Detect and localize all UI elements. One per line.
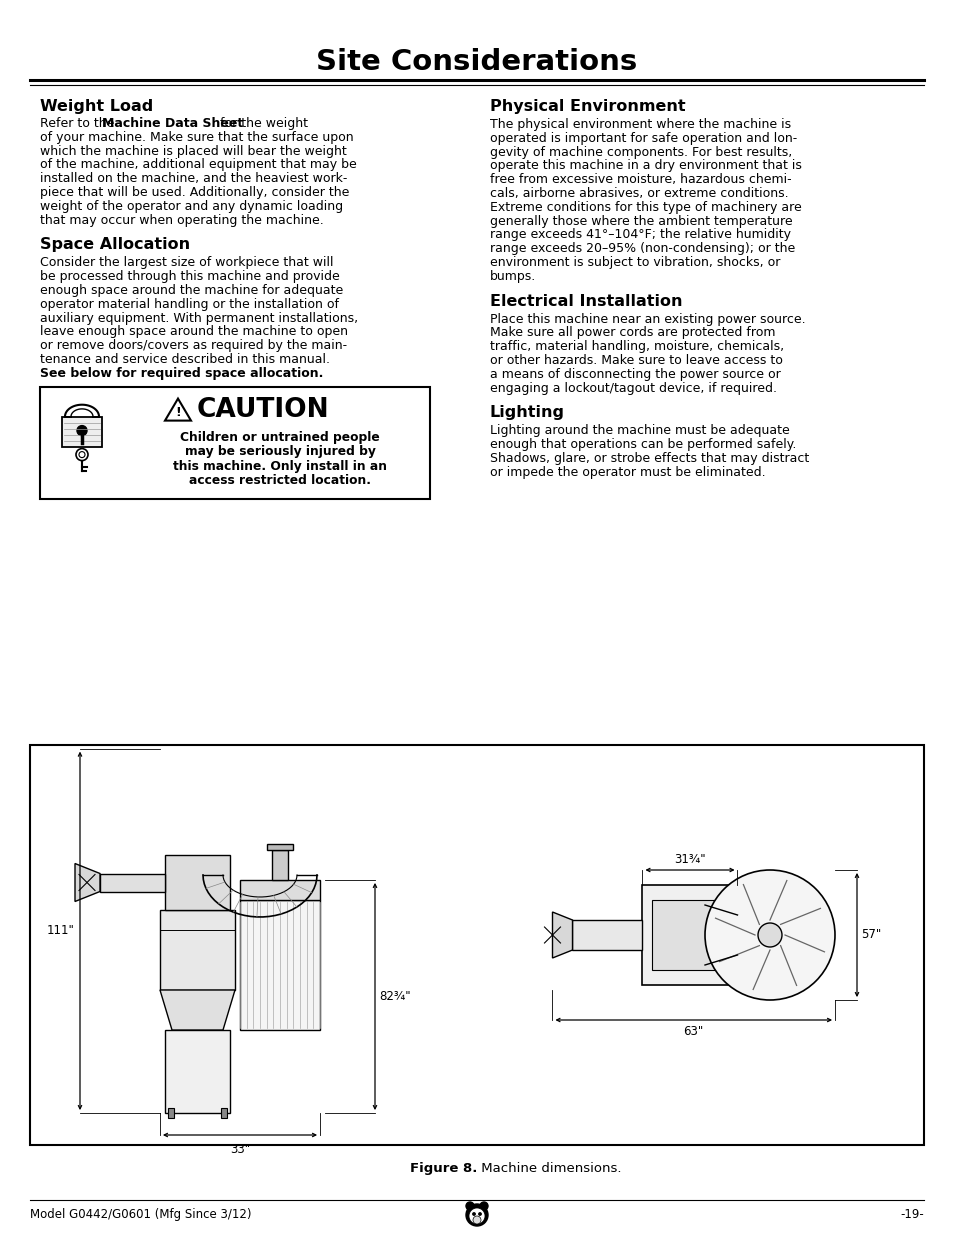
Text: for the weight: for the weight — [215, 117, 308, 130]
Text: installed on the machine, and the heaviest work-: installed on the machine, and the heavie… — [40, 172, 347, 185]
Circle shape — [479, 1202, 488, 1210]
Bar — [40, 387, 430, 499]
Circle shape — [79, 452, 85, 458]
Bar — [165, 855, 230, 910]
Text: Weight Load: Weight Load — [40, 99, 153, 114]
Text: 63": 63" — [683, 1025, 703, 1037]
Text: weight of the operator and any dynamic loading: weight of the operator and any dynamic l… — [40, 200, 343, 212]
Text: Refer to the: Refer to the — [40, 117, 118, 130]
Circle shape — [473, 1213, 475, 1215]
Text: Shadows, glare, or strobe effects that may distract: Shadows, glare, or strobe effects that m… — [490, 452, 808, 466]
Text: The physical environment where the machine is: The physical environment where the machi… — [490, 119, 790, 131]
Text: operate this machine in a dry environment that is: operate this machine in a dry environmen… — [490, 159, 801, 173]
Text: tenance and service described in this manual.: tenance and service described in this ma… — [40, 353, 330, 366]
Text: a means of disconnecting the power source or: a means of disconnecting the power sourc… — [490, 368, 780, 380]
Text: environment is subject to vibration, shocks, or: environment is subject to vibration, sho… — [490, 256, 780, 269]
Bar — [267, 844, 293, 850]
Text: range exceeds 20–95% (non-condensing); or the: range exceeds 20–95% (non-condensing); o… — [490, 242, 795, 256]
Text: free from excessive moisture, hazardous chemi-: free from excessive moisture, hazardous … — [490, 173, 791, 186]
Text: Figure 8.: Figure 8. — [409, 1162, 476, 1174]
Text: or other hazards. Make sure to leave access to: or other hazards. Make sure to leave acc… — [490, 354, 782, 367]
Text: Place this machine near an existing power source.: Place this machine near an existing powe… — [490, 312, 804, 326]
Text: enough that operations can be performed safely.: enough that operations can be performed … — [490, 438, 796, 451]
Text: of the machine, additional equipment that may be: of the machine, additional equipment tha… — [40, 158, 356, 172]
Text: Machine Data Sheet: Machine Data Sheet — [102, 117, 243, 130]
Bar — [240, 881, 319, 900]
Polygon shape — [160, 990, 234, 1030]
Circle shape — [469, 1208, 484, 1224]
Text: Physical Environment: Physical Environment — [490, 99, 685, 114]
Text: this machine. Only install in an: this machine. Only install in an — [172, 459, 387, 473]
Text: auxiliary equipment. With permanent installations,: auxiliary equipment. With permanent inst… — [40, 311, 357, 325]
Bar — [652, 900, 727, 969]
Circle shape — [478, 1213, 480, 1215]
Text: or remove doors/covers as required by the main-: or remove doors/covers as required by th… — [40, 340, 347, 352]
Text: Make sure all power cords are protected from: Make sure all power cords are protected … — [490, 326, 775, 340]
Text: See below for required space allocation.: See below for required space allocation. — [40, 367, 323, 380]
Text: Extreme conditions for this type of machinery are: Extreme conditions for this type of mach… — [490, 201, 801, 214]
Text: which the machine is placed will bear the weight: which the machine is placed will bear th… — [40, 144, 346, 158]
Text: Consider the largest size of workpiece that will: Consider the largest size of workpiece t… — [40, 257, 334, 269]
Text: Children or untrained people: Children or untrained people — [180, 431, 379, 443]
Text: traffic, material handling, moisture, chemicals,: traffic, material handling, moisture, ch… — [490, 340, 783, 353]
Text: piece that will be used. Additionally, consider the: piece that will be used. Additionally, c… — [40, 186, 349, 199]
Bar — [168, 1108, 173, 1118]
Text: range exceeds 41°–104°F; the relative humidity: range exceeds 41°–104°F; the relative hu… — [490, 228, 790, 241]
Text: Model G0442/G0601 (Mfg Since 3/12): Model G0442/G0601 (Mfg Since 3/12) — [30, 1208, 252, 1221]
Text: 57": 57" — [861, 929, 881, 941]
Text: enough space around the machine for adequate: enough space around the machine for adeq… — [40, 284, 343, 296]
Polygon shape — [552, 911, 572, 958]
Text: CAUTION: CAUTION — [196, 396, 330, 422]
Text: 111": 111" — [47, 924, 75, 937]
Circle shape — [465, 1204, 488, 1226]
Text: -19-: -19- — [900, 1208, 923, 1221]
Text: that may occur when operating the machine.: that may occur when operating the machin… — [40, 214, 323, 226]
Text: generally those where the ambient temperature: generally those where the ambient temper… — [490, 215, 792, 227]
Text: or impede the operator must be eliminated.: or impede the operator must be eliminate… — [490, 466, 765, 479]
Text: Lighting around the machine must be adequate: Lighting around the machine must be adeq… — [490, 425, 789, 437]
Text: !: ! — [175, 406, 181, 419]
Text: gevity of machine components. For best results,: gevity of machine components. For best r… — [490, 146, 791, 158]
Text: operator material handling or the installation of: operator material handling or the instal… — [40, 298, 338, 311]
Text: Site Considerations: Site Considerations — [316, 48, 637, 77]
Text: 33": 33" — [230, 1144, 250, 1156]
Text: bumps.: bumps. — [490, 269, 536, 283]
Bar — [165, 1030, 230, 1113]
Bar — [160, 910, 234, 990]
Text: Lighting: Lighting — [490, 405, 564, 420]
Text: 82¾": 82¾" — [378, 990, 410, 1003]
Bar — [272, 850, 288, 881]
Text: Electrical Installation: Electrical Installation — [490, 294, 681, 309]
Text: leave enough space around the machine to open: leave enough space around the machine to… — [40, 325, 348, 338]
Text: engaging a lockout/tagout device, if required.: engaging a lockout/tagout device, if req… — [490, 382, 776, 395]
Text: operated is important for safe operation and lon-: operated is important for safe operation… — [490, 132, 797, 144]
Circle shape — [704, 869, 834, 1000]
Bar — [62, 416, 102, 447]
Bar — [30, 745, 923, 1145]
Text: may be seriously injured by: may be seriously injured by — [184, 445, 375, 458]
Circle shape — [758, 923, 781, 947]
Text: Machine dimensions.: Machine dimensions. — [476, 1162, 620, 1174]
Circle shape — [465, 1202, 474, 1210]
Circle shape — [473, 1216, 480, 1224]
Text: be processed through this machine and provide: be processed through this machine and pr… — [40, 270, 339, 283]
Polygon shape — [165, 399, 191, 421]
Bar — [100, 873, 165, 892]
Bar — [641, 885, 737, 986]
Text: Space Allocation: Space Allocation — [40, 237, 190, 252]
Text: cals, airborne abrasives, or extreme conditions.: cals, airborne abrasives, or extreme con… — [490, 186, 788, 200]
Circle shape — [76, 448, 88, 461]
Circle shape — [77, 426, 87, 436]
Text: access restricted location.: access restricted location. — [189, 474, 371, 487]
Text: of your machine. Make sure that the surface upon: of your machine. Make sure that the surf… — [40, 131, 354, 143]
Bar — [240, 900, 319, 1030]
Polygon shape — [75, 863, 100, 902]
Bar — [572, 920, 641, 950]
Text: 31¾": 31¾" — [674, 853, 705, 866]
Bar — [221, 1108, 227, 1118]
